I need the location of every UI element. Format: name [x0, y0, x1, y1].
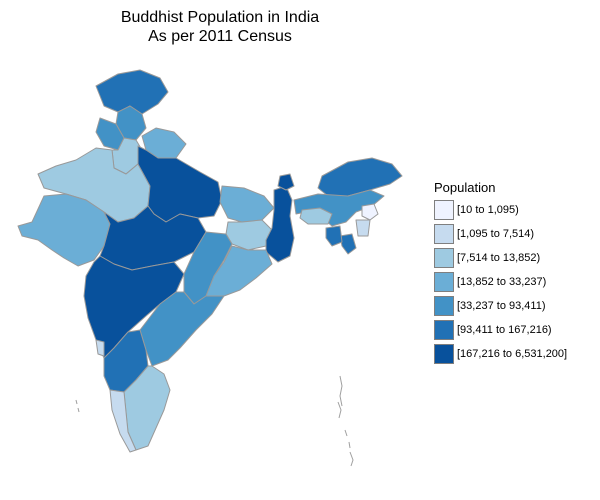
- legend-label: [7,514 to 13,852): [457, 252, 541, 264]
- andaman-nicobar-islands: [75, 375, 354, 467]
- legend-swatch: [434, 344, 454, 364]
- region-manipur: [355, 219, 371, 237]
- legend-swatch: [434, 296, 454, 316]
- legend-swatch: [434, 272, 454, 292]
- region-bihar: [219, 185, 275, 223]
- region-meghalaya: [299, 207, 333, 225]
- region-goa: [95, 339, 105, 357]
- legend-label: [167,216 to 6,531,200]: [457, 348, 568, 360]
- region-mizoram: [339, 233, 357, 255]
- region-tripura: [325, 225, 343, 247]
- title-line-2: As per 2011 Census: [148, 28, 292, 45]
- legend-item: [1,095 to 7,514): [434, 222, 567, 246]
- title-line-1: Buddhist Population in India: [120, 9, 320, 26]
- legend-item: [93,411 to 167,216): [434, 318, 567, 342]
- region-maharashtra: [83, 255, 185, 359]
- legend-label: [93,411 to 167,216): [457, 324, 552, 336]
- legend-item: [10 to 1,095): [434, 198, 567, 222]
- legend-item: [13,852 to 33,237): [434, 270, 567, 294]
- legend-swatch: [434, 200, 454, 220]
- legend-label: [10 to 1,095): [457, 204, 519, 216]
- legend-swatch: [434, 248, 454, 268]
- legend: Population [10 to 1,095) [1,095 to 7,514…: [434, 180, 567, 366]
- region-jharkhand: [225, 219, 273, 251]
- legend-swatch: [434, 320, 454, 340]
- legend-items: [10 to 1,095) [1,095 to 7,514) [7,514 to…: [434, 198, 567, 366]
- legend-item: [7,514 to 13,852): [434, 246, 567, 270]
- region-sikkim: [277, 173, 295, 191]
- legend-item: [33,237 to 93,411): [434, 294, 567, 318]
- region-arunachal-pradesh: [317, 157, 403, 197]
- legend-label: [33,237 to 93,411): [457, 300, 546, 312]
- region-telangana-andhra: [139, 291, 225, 367]
- map-title: Buddhist Population in India As per 2011…: [60, 8, 380, 46]
- region-west-bengal: [265, 185, 295, 263]
- legend-title: Population: [434, 180, 496, 195]
- legend-label: [13,852 to 33,237): [457, 276, 547, 288]
- legend-swatch: [434, 224, 454, 244]
- region-gujarat: [17, 193, 111, 267]
- region-nagaland: [361, 203, 379, 221]
- region-uttar-pradesh: [137, 145, 223, 223]
- legend-item: [167,216 to 6,531,200]: [434, 342, 567, 366]
- legend-label: [1,095 to 7,514): [457, 228, 535, 240]
- region-kerala: [109, 389, 137, 453]
- region-jammu-kashmir: [95, 69, 169, 115]
- region-odisha: [205, 245, 273, 297]
